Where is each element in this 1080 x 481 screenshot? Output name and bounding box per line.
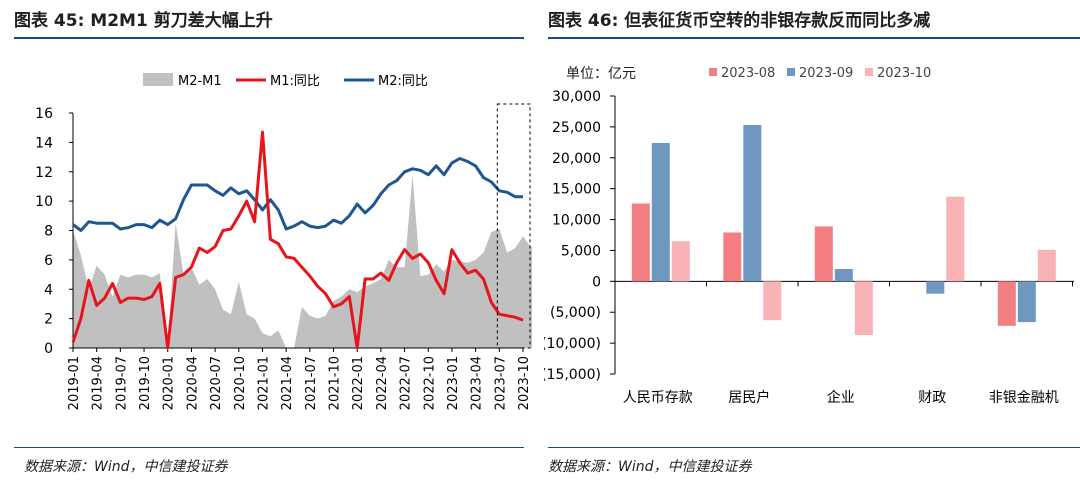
- left-x-tick-label: 2021-07: [304, 356, 319, 410]
- left-y-tick-label: 8: [44, 224, 53, 240]
- right-source-note: 数据来源：Wind，中信建投证券: [548, 459, 752, 475]
- left-y-tick-label: 12: [35, 165, 53, 181]
- left-y-tick-label: 14: [35, 135, 53, 151]
- bar-2023-10-财政: [946, 196, 965, 282]
- left-y-tick-label: 4: [44, 282, 53, 298]
- category-label: 企业: [827, 389, 855, 406]
- right-source-rule: [548, 447, 1080, 448]
- left-x-tick-label: 2020-04: [185, 356, 200, 410]
- bar-2023-10-人民币存款: [671, 241, 690, 282]
- legend-swatch-2023-09: [787, 68, 795, 76]
- left-x-tick-label: 2022-01: [351, 356, 366, 410]
- m2-yoy-line: [72, 157, 523, 232]
- legend-label-m2-m1: M2-M1: [178, 74, 222, 89]
- deposit-bar-chart: 单位：亿元 2023-08 2023-09 2023-10 (15,000) (10,00…: [544, 66, 1074, 406]
- bar-2023-08-居民户: [723, 232, 742, 282]
- bar-2023-10-企业: [854, 281, 873, 335]
- category-label: 财政: [918, 390, 946, 406]
- left-x-tick-label: 2020-01: [162, 356, 177, 410]
- left-y-tick-label: 6: [44, 253, 53, 269]
- right-chart-title: 图表 46: 但表征货币空转的非银存款反而同比多减: [548, 11, 931, 31]
- legend-label-2023-08: 2023-08: [721, 66, 775, 81]
- legend-swatch-2023-10: [865, 68, 873, 76]
- left-x-tick-label: 2021-10: [328, 356, 343, 410]
- left-title-rule: [14, 37, 524, 39]
- left-y-tick-label: 2: [44, 312, 53, 328]
- bar-2023-09-居民户: [743, 125, 762, 282]
- right-y-tick-label: 0: [592, 274, 601, 290]
- left-chart-panel: 图表 45: M2M1 剪刀差大幅上升 0 2 4 6 8 10 12 14 16 2019-01…: [0, 0, 532, 481]
- right-title-rule: [548, 37, 1080, 39]
- m2-m1-line-chart: 0 2 4 6 8 10 12 14 16 2019-01 2019-04 2019-07 2019-1…: [35, 73, 532, 410]
- left-y-tick-label: 0: [44, 341, 53, 357]
- legend-swatch-2023-08: [709, 68, 717, 76]
- left-x-tick-label: 2022-04: [375, 356, 390, 410]
- left-x-tick-label: 2019-01: [67, 356, 82, 410]
- unit-label: 单位：亿元: [566, 66, 636, 82]
- left-x-tick-label: 2019-10: [138, 356, 153, 410]
- bar-2023-08-企业: [814, 226, 833, 282]
- legend-label-m2: M2:同比: [378, 74, 428, 89]
- left-x-tick-label: 2023-01: [446, 356, 461, 410]
- right-y-tick-label: 20,000: [552, 151, 601, 167]
- right-y-tick-label: 10,000: [552, 213, 601, 229]
- left-x-tick-label: 2021-04: [280, 356, 295, 410]
- right-y-tick-label: 30,000: [552, 89, 601, 105]
- right-chart-panel: 图表 46: 但表征货币空转的非银存款反而同比多减 单位：亿元 2023-08 20…: [544, 0, 1080, 481]
- bar-2023-10-非银金融机构: [1037, 249, 1056, 282]
- right-y-tick-label: 25,000: [552, 120, 601, 136]
- legend-label-2023-09: 2023-09: [799, 66, 853, 81]
- category-label: 非银金融机: [989, 390, 1059, 406]
- right-y-tick-label: (10,000): [544, 336, 601, 352]
- left-y-tick-label: 10: [35, 194, 53, 210]
- m1-yoy-line: [71, 130, 524, 350]
- right-y-tick-label: (5,000): [550, 305, 601, 321]
- left-x-tick-label: 2021-01: [256, 356, 271, 410]
- left-x-tick-label: 2023-04: [470, 356, 485, 410]
- left-x-tick-label: 2020-07: [209, 356, 224, 410]
- left-x-tick-label: 2022-07: [399, 356, 414, 410]
- m2-m1-area: [73, 174, 532, 348]
- right-y-tick-label: (15,000): [544, 367, 601, 383]
- left-x-tick-label: 2023-07: [493, 356, 508, 410]
- legend-swatch-m2-m1: [143, 73, 173, 86]
- left-x-tick-label: 2023-10: [517, 356, 532, 410]
- right-y-tick-label: 5,000: [561, 243, 601, 259]
- bar-2023-09-财政: [926, 281, 945, 294]
- bar-2023-09-人民币存款: [651, 143, 670, 282]
- left-chart-title: 图表 45: M2M1 剪刀差大幅上升: [14, 11, 273, 31]
- left-x-tick-label: 2019-07: [114, 356, 129, 410]
- bar-2023-08-非银金融机构: [997, 281, 1016, 326]
- left-source-note: 数据来源：Wind，中信建投证券: [24, 459, 228, 475]
- left-x-tick-label: 2022-10: [422, 356, 437, 410]
- bar-2023-09-非银金融机构: [1017, 281, 1036, 323]
- left-x-tick-label: 2020-10: [233, 356, 248, 410]
- legend-label-m1: M1:同比: [270, 74, 320, 89]
- category-label: 居民户: [728, 389, 770, 406]
- left-source-rule: [14, 447, 524, 448]
- legend-label-2023-10: 2023-10: [877, 66, 931, 81]
- bar-2023-09-企业: [834, 269, 853, 282]
- bar-2023-08-人民币存款: [631, 203, 650, 282]
- category-label: 人民币存款: [623, 390, 693, 406]
- right-y-tick-label: 15,000: [552, 182, 601, 198]
- left-x-tick-label: 2019-04: [91, 356, 106, 410]
- bar-2023-10-居民户: [763, 281, 782, 321]
- left-y-tick-label: 16: [35, 106, 53, 122]
